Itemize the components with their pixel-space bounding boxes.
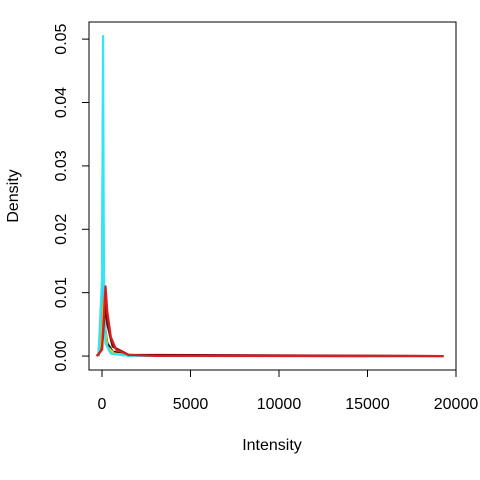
density-line (97, 310, 444, 358)
density-line (97, 278, 395, 358)
x-tick-label: 0 (98, 396, 107, 413)
y-axis-label: Density (5, 169, 22, 222)
plot-box (88, 21, 457, 371)
plot-lines (95, 34, 444, 358)
density-line (95, 304, 444, 358)
y-tick-label: 0.05 (53, 23, 70, 54)
density-line (97, 114, 393, 358)
x-tick-label: 10000 (257, 396, 302, 413)
y-tick-label: 0.01 (53, 277, 70, 308)
density-line (97, 34, 393, 358)
density-line (95, 285, 444, 358)
y-tick-label: 0.00 (53, 340, 70, 371)
x-tick-label: 20000 (434, 396, 479, 413)
x-tick-label: 15000 (345, 396, 390, 413)
x-tick-label: 5000 (173, 396, 209, 413)
y-tick-label: 0.04 (53, 87, 70, 118)
y-tick-label: 0.02 (53, 214, 70, 245)
x-axis-label: Intensity (242, 437, 302, 454)
y-tick-label: 0.03 (53, 150, 70, 181)
